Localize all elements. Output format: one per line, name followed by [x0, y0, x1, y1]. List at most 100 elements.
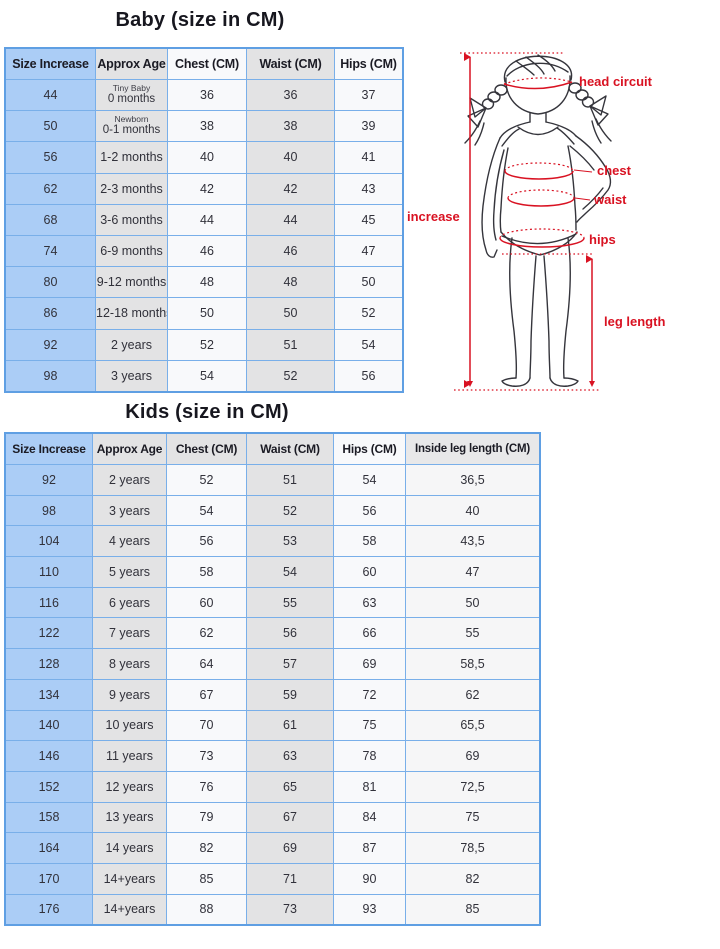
- table-cell: 122: [4, 617, 93, 650]
- table-cell: 43: [334, 172, 404, 205]
- table-cell: 48: [246, 266, 335, 299]
- table-cell: 110: [4, 556, 93, 588]
- table-cell: 14+years: [92, 893, 167, 926]
- table-cell: 52: [334, 297, 404, 330]
- table-row: 44 Tiny Baby 0 months 36 36 37: [4, 78, 404, 112]
- kids-size-table: Size Increase Approx Age Chest (CM) Waist (…: [4, 432, 541, 927]
- table-cell: 60: [333, 556, 406, 588]
- table-cell: 1-2 months: [95, 141, 168, 174]
- table-cell: 47: [405, 556, 541, 588]
- table-cell: Newborn 0-1 months: [95, 110, 168, 143]
- table-cell: 176: [4, 893, 93, 926]
- table-cell: 46: [246, 234, 335, 268]
- table-cell: 62: [4, 172, 96, 205]
- table-cell: 46: [167, 234, 247, 268]
- table-row: 122 7 years 62 56 66 55: [4, 617, 541, 650]
- table-cell: 134: [4, 678, 93, 711]
- table-cell: 104: [4, 525, 93, 558]
- table-cell: 3 years: [95, 359, 168, 393]
- table-cell: 116: [4, 586, 93, 619]
- table-row: 116 6 years 60 55 63 50: [4, 586, 541, 619]
- table-row: 176 14+years 88 73 93 85: [4, 893, 541, 926]
- column-header: Waist (CM): [246, 47, 335, 80]
- table-cell: 51: [246, 328, 335, 361]
- table-cell: 158: [4, 801, 93, 834]
- increase-label: increase: [407, 209, 460, 224]
- table-cell: 76: [166, 770, 247, 803]
- column-header: Size Increase: [4, 47, 96, 80]
- table-cell: 39: [334, 110, 404, 143]
- table-row: 86 12-18 months 50 50 52: [4, 297, 404, 330]
- table-cell: 41: [334, 141, 404, 174]
- table-row: 128 8 years 64 57 69 58,5: [4, 648, 541, 680]
- table-cell: 3-6 months: [95, 203, 168, 236]
- table-cell: 140: [4, 709, 93, 742]
- table-cell: 42: [246, 172, 335, 205]
- table-cell: 2 years: [92, 464, 167, 496]
- table-cell: 50: [4, 110, 96, 143]
- table-cell: 3 years: [92, 494, 167, 527]
- table-cell: 79: [166, 801, 247, 834]
- table-cell: 51: [246, 464, 334, 496]
- table-cell: 170: [4, 862, 93, 895]
- table-cell: 82: [166, 832, 247, 864]
- table-cell: 54: [333, 464, 406, 496]
- table-cell: 50: [167, 297, 247, 330]
- table-cell: 73: [246, 893, 334, 926]
- table-cell: 80: [4, 266, 96, 299]
- table-cell: 93: [333, 893, 406, 926]
- table-cell: 7 years: [92, 617, 167, 650]
- column-header: Waist (CM): [246, 432, 334, 465]
- head-circuit-label: head circuit: [579, 74, 653, 89]
- table-cell: 65,5: [405, 709, 541, 742]
- table-cell: 87: [333, 832, 406, 864]
- table-cell: 64: [166, 648, 247, 680]
- baby-size-table: Size Increase Approx Age Chest (CM) Waist (…: [4, 47, 404, 393]
- kids-table-title: Kids (size in CM): [125, 401, 289, 423]
- table-cell: 13 years: [92, 801, 167, 834]
- table-cell: 59: [246, 678, 334, 711]
- table-cell: 67: [246, 801, 334, 834]
- table-cell: 62: [405, 678, 541, 711]
- table-row: 164 14 years 82 69 87 78,5: [4, 832, 541, 864]
- table-cell: 66: [333, 617, 406, 650]
- table-cell: 50: [405, 586, 541, 619]
- table-cell: 85: [166, 862, 247, 895]
- measurement-annotations: [454, 52, 601, 391]
- table-cell: 68: [4, 203, 96, 236]
- table-cell: 5 years: [92, 556, 167, 588]
- table-cell: 40: [167, 141, 247, 174]
- table-cell: 72: [333, 678, 406, 711]
- leg-length-label: leg length: [604, 314, 665, 329]
- table-cell: 65: [246, 770, 334, 803]
- column-header: Chest (CM): [166, 432, 247, 465]
- table-row: 92 2 years 52 51 54 36,5: [4, 464, 541, 496]
- table-cell: 45: [334, 203, 404, 236]
- table-cell: 92: [4, 328, 96, 361]
- column-header: Chest (CM): [167, 47, 247, 80]
- table-cell: 2-3 months: [95, 172, 168, 205]
- table-cell: 73: [166, 740, 247, 772]
- table-row: 146 11 years 73 63 78 69: [4, 740, 541, 772]
- table-row: 98 3 years 54 52 56 40: [4, 494, 541, 527]
- table-cell: 56: [333, 494, 406, 527]
- table-row: 98 3 years 54 52 56: [4, 359, 404, 393]
- table-cell: 78: [333, 740, 406, 772]
- table-cell: 2 years: [95, 328, 168, 361]
- table-cell: 56: [246, 617, 334, 650]
- table-cell: 10 years: [92, 709, 167, 742]
- table-cell: 70: [166, 709, 247, 742]
- table-cell: 58: [166, 556, 247, 588]
- table-cell: 9 years: [92, 678, 167, 711]
- table-cell: 60: [166, 586, 247, 619]
- table-cell: 81: [333, 770, 406, 803]
- column-header: Hips (CM): [333, 432, 406, 465]
- waist-ellipse: [507, 197, 575, 207]
- table-cell: 72,5: [405, 770, 541, 803]
- table-cell: 52: [166, 464, 247, 496]
- table-cell: 62: [166, 617, 247, 650]
- table-cell: 38: [167, 110, 247, 143]
- table-cell: 40: [405, 494, 541, 527]
- table-row: 110 5 years 58 54 60 47: [4, 556, 541, 588]
- hips-label: hips: [589, 232, 616, 247]
